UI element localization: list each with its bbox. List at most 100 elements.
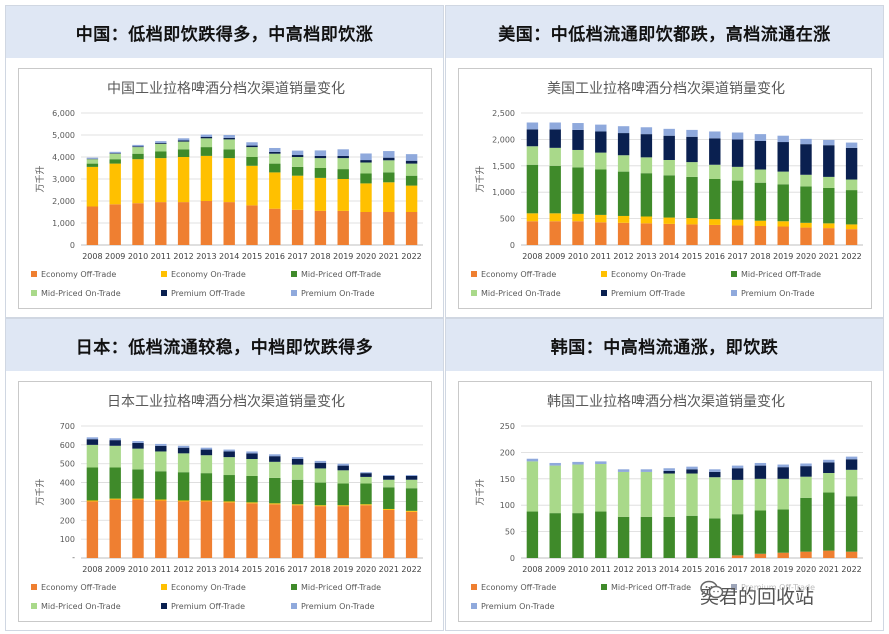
x-tick-label: 2011: [151, 565, 171, 574]
bar-segment-economy-off-trade: [200, 501, 213, 558]
bar-segment-economy-off-trade: [155, 500, 167, 558]
bar-segment-economy-off-trade: [405, 511, 418, 558]
bar-segment-mid-priced-on-trade: [177, 453, 190, 473]
panel-usa: 美国：中低档流通即饮都跌，高档流通在涨 美国工业拉格啤酒分档次渠道销量变化 0 50…: [445, 5, 884, 318]
y-tick-label: 500: [60, 460, 75, 469]
bar-segment-economy-on-trade: [709, 219, 721, 225]
bar-segment-premium-on-trade: [200, 447, 213, 450]
bar-segment-premium-on-trade: [709, 469, 721, 472]
bar-segment-economy-off-trade: [269, 208, 281, 245]
y-tick-label: 1,500: [492, 162, 515, 171]
bar-segment-economy-on-trade: [86, 500, 99, 502]
legend-swatch-premium-on-trade: [291, 290, 297, 296]
bar-segment-mid-priced-on-trade: [686, 473, 698, 516]
legend-label-mid-priced-off-trade: Mid-Priced Off-Trade: [301, 270, 381, 279]
bar-segment-premium-off-trade: [109, 440, 121, 446]
legend-label-economy-on-trade: Economy On-Trade: [171, 583, 246, 592]
bar-segment-premium-on-trade: [291, 457, 304, 459]
bar-segment-economy-off-trade: [640, 223, 653, 245]
bar-segment-premium-on-trade: [200, 134, 213, 137]
bar-segment-mid-priced-on-trade: [572, 464, 584, 514]
bar-segment-premium-on-trade: [109, 151, 121, 154]
bar-segment-economy-off-trade: [595, 222, 607, 245]
bar-segment-economy-off-trade: [246, 503, 258, 558]
bar-segment-economy-off-trade: [754, 553, 767, 558]
bar-segment-economy-on-trade: [595, 214, 607, 223]
bar-segment-premium-off-trade: [823, 145, 835, 177]
y-tick-label: 300: [60, 497, 75, 506]
bar-segment-economy-off-trade: [337, 210, 349, 245]
bar-segment-mid-priced-on-trade: [845, 469, 858, 497]
bar-segment-economy-off-trade: [383, 509, 395, 558]
bar-segment-premium-on-trade: [132, 441, 144, 443]
legend-swatch-premium-off-trade: [601, 290, 607, 296]
bar-segment-premium-off-trade: [617, 133, 630, 156]
bar-segment-mid-priced-off-trade: [155, 151, 167, 159]
x-tick-label: 2014: [219, 565, 239, 574]
bar-segment-premium-on-trade: [731, 465, 744, 469]
chart-title: 美国工业拉格啤酒分档次渠道销量变化: [547, 81, 785, 97]
x-tick-label: 2015: [242, 565, 262, 574]
y-tick-label: 3,000: [52, 175, 75, 184]
bar-segment-premium-on-trade: [155, 141, 167, 143]
bar-segment-premium-off-trade: [337, 465, 349, 471]
bar-segment-mid-priced-on-trade: [314, 158, 327, 168]
bar-segment-mid-priced-on-trade: [640, 157, 653, 174]
bar-segment-economy-off-trade: [686, 224, 698, 245]
legend-label-premium-on-trade: Premium On-Trade: [481, 602, 555, 611]
x-tick-label: 2013: [636, 252, 656, 261]
bar-segment-mid-priced-off-trade: [405, 175, 418, 186]
bar-segment-mid-priced-on-trade: [86, 159, 99, 164]
bar-segment-premium-off-trade: [132, 146, 144, 148]
bar-segment-premium-on-trade: [617, 469, 630, 472]
bar-segment-premium-off-trade: [223, 137, 235, 140]
x-tick-label: 2010: [568, 565, 588, 574]
bar-segment-premium-off-trade: [663, 135, 675, 160]
bar-segment-mid-priced-off-trade: [246, 475, 258, 503]
bar-segment-premium-off-trade: [777, 142, 789, 172]
bar-segment-mid-priced-on-trade: [526, 461, 539, 512]
bar-segment-economy-off-trade: [617, 222, 630, 245]
chart-frame: 日本工业拉格啤酒分档次渠道销量变化 100 200 300 400 500 600 700 - 万…: [18, 381, 432, 622]
bar-segment-premium-on-trade: [663, 468, 675, 471]
bar-segment-mid-priced-off-trade: [845, 496, 858, 552]
bar-segment-premium-off-trade: [663, 470, 675, 474]
bar-segment-premium-off-trade: [223, 451, 235, 458]
y-tick-label: 400: [60, 479, 75, 488]
bar-segment-mid-priced-off-trade: [223, 149, 235, 159]
bar-segment-mid-priced-off-trade: [731, 180, 744, 220]
legend-swatch-economy-on-trade: [161, 271, 167, 277]
bar-segment-mid-priced-off-trade: [132, 153, 144, 160]
x-tick-label: 2013: [196, 252, 216, 261]
legend-swatch-mid-priced-off-trade: [601, 584, 607, 590]
legend-swatch-mid-priced-on-trade: [31, 603, 37, 609]
bar-segment-premium-off-trade: [132, 442, 144, 449]
y-axis-label: 万千升: [35, 478, 46, 505]
bar-segment-premium-off-trade: [246, 145, 258, 148]
legend-swatch-economy-off-trade: [471, 584, 477, 590]
panel-heading: 韩国：中高档流通涨，即饮跌: [446, 319, 883, 371]
bar-segment-mid-priced-off-trade: [314, 168, 327, 178]
bar-segment-mid-priced-off-trade: [200, 147, 213, 156]
wechat-icon: [700, 580, 724, 599]
bar-segment-mid-priced-off-trade: [549, 513, 561, 558]
bar-segment-economy-on-trade: [269, 503, 281, 505]
panel-heading: 日本：低档流通较稳，中档即饮跌得多: [6, 319, 443, 371]
bar-segment-mid-priced-on-trade: [595, 464, 607, 512]
x-tick-label: 2009: [545, 252, 565, 261]
y-tick-label: 500: [500, 215, 515, 224]
bar-segment-premium-on-trade: [572, 461, 584, 465]
bar-segment-economy-off-trade: [200, 201, 213, 245]
bar-segment-mid-priced-off-trade: [663, 175, 675, 218]
bar-segment-premium-off-trade: [709, 471, 721, 478]
legend-swatch-premium-off-trade: [161, 290, 167, 296]
bar-segment-mid-priced-off-trade: [595, 169, 607, 215]
x-tick-label: 2017: [727, 252, 747, 261]
bar-segment-premium-on-trade: [177, 138, 190, 141]
bar-segment-premium-off-trade: [291, 459, 304, 465]
y-tick-label: 1,000: [52, 219, 75, 228]
x-tick-label: 2017: [727, 565, 747, 574]
bar-segment-mid-priced-off-trade: [617, 171, 630, 216]
legend-label-economy-off-trade: Economy Off-Trade: [481, 583, 556, 592]
bar-segment-mid-priced-off-trade: [800, 186, 812, 223]
